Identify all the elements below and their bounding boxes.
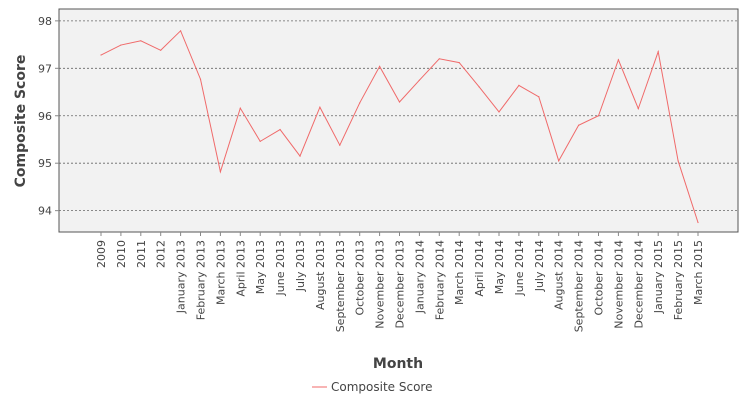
data-point — [657, 51, 659, 53]
x-tick-label: July 2014 — [533, 240, 546, 292]
data-point — [597, 115, 600, 117]
x-tick-label: November 2013 — [374, 240, 387, 329]
x-tick-label: February 2014 — [433, 240, 446, 320]
y-tick-label: 98 — [38, 15, 52, 28]
data-point — [100, 54, 102, 56]
y-tick-label: 94 — [38, 205, 52, 218]
data-point — [617, 59, 620, 61]
data-point — [697, 221, 699, 224]
x-tick-label: December 2013 — [394, 240, 407, 329]
data-point — [279, 128, 281, 131]
data-point — [518, 84, 520, 86]
x-tick-label: August 2014 — [553, 240, 566, 310]
data-point — [677, 160, 679, 162]
data-point — [319, 106, 321, 108]
x-tick-label: October 2013 — [354, 240, 367, 316]
x-axis-ticks: 2009 2010 2011 2012 January 2013 February 201… — [95, 232, 705, 332]
y-tick-label: 96 — [38, 110, 52, 123]
y-tick-label: 97 — [38, 62, 52, 75]
data-point — [478, 86, 480, 88]
x-tick-label: April 2013 — [234, 240, 247, 297]
x-tick-label: October 2014 — [593, 240, 606, 316]
y-axis-title: Composite Score — [13, 55, 29, 188]
data-point — [239, 107, 241, 109]
x-tick-label: 2010 — [115, 240, 128, 268]
x-tick-label: January 2015 — [652, 240, 665, 314]
legend: Composite Score — [312, 380, 432, 394]
legend-label: Composite Score — [331, 380, 432, 394]
plot-area — [58, 8, 739, 233]
data-point — [359, 102, 361, 104]
data-point — [558, 160, 560, 162]
x-tick-label: June 2013 — [274, 240, 287, 296]
data-point — [180, 30, 182, 32]
x-tick-label: May 2014 — [493, 240, 506, 294]
x-tick-label: March 2015 — [692, 240, 705, 305]
data-point — [637, 108, 639, 110]
data-point — [538, 96, 540, 98]
x-tick-label: June 2014 — [513, 240, 526, 296]
x-tick-label: April 2014 — [473, 240, 486, 297]
data-point — [259, 140, 261, 142]
data-point — [438, 58, 440, 60]
x-tick-label: March 2013 — [214, 240, 227, 305]
data-point — [398, 101, 401, 103]
data-point — [160, 49, 162, 51]
x-tick-label: September 2014 — [573, 240, 586, 332]
grid-lines — [59, 20, 738, 212]
data-point — [140, 40, 142, 42]
x-tick-label: May 2013 — [254, 240, 267, 294]
x-tick-label: February 2015 — [672, 240, 685, 320]
y-tick-label: 95 — [38, 157, 52, 170]
x-axis-title: Month — [373, 356, 423, 372]
data-point — [458, 62, 460, 64]
x-tick-label: January 2014 — [413, 240, 426, 314]
y-axis-ticks: 94 95 96 97 98 — [38, 15, 59, 218]
x-tick-label: August 2013 — [314, 240, 327, 310]
data-point — [498, 111, 500, 113]
data-point — [299, 155, 301, 157]
x-tick-label: November 2014 — [612, 240, 625, 329]
data-point — [219, 171, 221, 173]
x-tick-label: March 2014 — [453, 240, 466, 305]
data-point — [120, 44, 122, 46]
data-point — [578, 124, 580, 126]
x-tick-label: July 2013 — [294, 240, 307, 292]
x-tick-label: September 2013 — [334, 240, 347, 332]
x-tick-label: 2009 — [95, 240, 108, 268]
x-tick-label: February 2013 — [195, 240, 208, 320]
x-tick-label: 2011 — [135, 240, 148, 268]
series-layer — [100, 29, 699, 224]
data-point — [339, 144, 341, 146]
data-point — [418, 79, 420, 81]
x-tick-label: 2012 — [155, 240, 168, 268]
x-tick-label: December 2014 — [632, 240, 645, 329]
data-point — [199, 78, 202, 80]
data-point — [379, 65, 381, 68]
x-tick-label: January 2013 — [175, 240, 188, 314]
